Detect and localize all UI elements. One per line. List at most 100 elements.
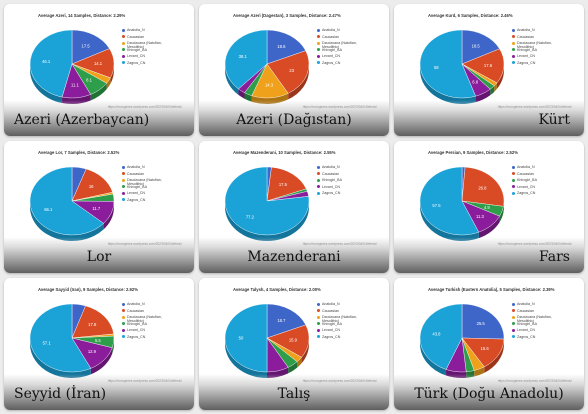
pie-slice-side [484,339,504,373]
pie-slice-side [106,77,111,90]
legend-label: Anatolia_N [517,28,535,32]
pie-slice-caucasian [461,48,505,84]
legend-swatch [512,35,515,39]
pie-slice-zagros-cn [419,166,480,236]
pie-slice-side [420,201,479,241]
legend-label: Anatolia_N [127,28,145,32]
chart-title: Average Mazenderani, 10 Samples, Distanc… [233,150,336,155]
slice-value-label: 11.7 [92,206,101,211]
legend-swatch [512,165,515,169]
slice-value-label: 14.1 [94,61,103,66]
legend-item: Zagros_CN [317,335,362,342]
slice-value-label: 15.9 [289,338,298,343]
legend-swatch [512,185,515,189]
legend-item: Dzudzuana (Natufian, Mesolithic) [317,315,362,323]
chart-legend: Anatolia_N Caucasian Khirogirl_BA Levant_CN… [512,165,557,198]
pie-side [225,201,309,241]
legend-swatch [512,322,515,326]
legend-label: Dzudzuana (Natufian, Mesolithic) [127,178,162,186]
slice-value-label: 17.5 [279,182,288,187]
pie-slice-side [30,64,63,104]
legend-item: Caucasian [317,172,362,179]
pie-chart-card: Average Persian, 9 Samples, Distance: 2.… [394,141,584,273]
pie-slice-side [496,64,504,89]
pie-slice-side [420,338,447,376]
slice-value-label: 77.2 [246,214,255,219]
legend-label: Khirogirl_BA [127,47,147,52]
legend-swatch [512,61,515,65]
legend-item: Khirogirl_BA [512,178,557,185]
pie-chart: 17.5 14.1 8.1 11.1 46.1 [29,29,115,105]
slice-value-label: 12.9 [88,349,97,354]
pie-slice-side [301,338,309,364]
legend-swatch [317,48,320,52]
pie-slice-zagros-cn [419,29,476,99]
pie-slice-zagros-cn [419,303,463,370]
pie-chart: 26.8 4.9 11.3 57.5 [419,166,505,241]
chart-legend: Anatolia_N Caucasian Dzudzuana (Natufian, … [512,302,557,341]
legend-label: Khirogirl_BA [127,184,147,189]
legend-item: Dzudzuana (Natufian, Mesolithic) [317,41,362,49]
label-band [199,100,389,136]
slice-value-label: 4.9 [484,205,490,210]
legend-item: Anatolia_N [317,302,362,309]
slice-value-label: 18.5 [472,44,481,49]
legend-label: Caucasian [322,34,339,39]
legend-label: Caucasian [517,171,534,176]
legend-swatch [317,185,320,189]
pie-chart-card: Average Lor, 7 Samples, Distance: 2.52% 1… [4,141,194,273]
slice-value-label: 50 [239,336,244,341]
legend-swatch [122,322,125,326]
legend-swatch [512,54,515,58]
legend-item: Levant_CN [122,191,167,198]
pie-slice-side [475,89,491,103]
slice-value-label: 18.7 [277,318,286,323]
pie-slice-side [494,82,497,92]
legend-label: Caucasian [127,308,144,313]
pie-chart: 17.5 77.2 [224,166,310,241]
legend-item: Khirogirl_BA [512,322,557,329]
legend-label: Khirogirl_BA [517,321,537,326]
legend-swatch [317,309,320,313]
legend-item: Caucasian [512,309,557,316]
pie-slice-zagros-cn [29,29,73,98]
legend-item: Dzudzuana (Natufian, Mesolithic) [122,41,167,49]
pie-slice-caucasian [461,166,505,207]
legend-swatch [317,328,320,332]
label-band [199,237,389,273]
legend-item: Zagros_CN [122,61,167,68]
legend-label: Zagros_CN [322,60,341,65]
legend-label: Dzudzuana (Natufian, Mesolithic) [517,41,552,49]
slice-value-label: 11.1 [71,82,80,87]
pie-slice-zagros-cn [224,29,268,90]
legend-swatch [512,302,515,306]
legend-item: Levant_CN [512,328,557,335]
chart-title: Average Kurd, 6 Samples, Distance: 2.46% [428,13,513,18]
pie-chart: 25.5 15.6 43.8 [419,303,505,378]
region-label: Talış [277,386,311,402]
slice-value-label: 46.1 [42,59,51,64]
legend-item: Khirogirl_BA [122,322,167,329]
label-band [199,374,389,410]
legend-label: Levant_CN [127,328,145,332]
pie-slice-zagros-cn [29,166,104,236]
slice-value-label: 25.5 [477,321,486,326]
legend-label: Caucasian [127,34,144,39]
chart-title: Average Turkish (Eastern Anatolia), 5 Sa… [428,287,555,292]
pie-slice-anatolia-n [461,303,505,340]
legend-label: Levant_CN [517,54,535,58]
legend-label: Caucasian [127,171,144,176]
pie-slice-caucasian [266,166,307,202]
label-band [4,374,194,410]
legend-label: Zagros_CN [322,191,341,195]
legend-item: Khirogirl_BA [317,48,362,55]
legend-swatch [317,191,320,195]
legend-item: Anatolia_N [122,302,167,309]
pie-slice-anatolia-n [266,303,307,339]
legend-swatch [122,35,125,39]
legend-item: Zagros_CN [317,191,362,198]
legend-item: Anatolia_N [317,28,362,35]
legend-item: Caucasian [317,309,362,316]
legend-swatch [317,172,320,176]
region-label: Mazenderani [247,249,341,265]
